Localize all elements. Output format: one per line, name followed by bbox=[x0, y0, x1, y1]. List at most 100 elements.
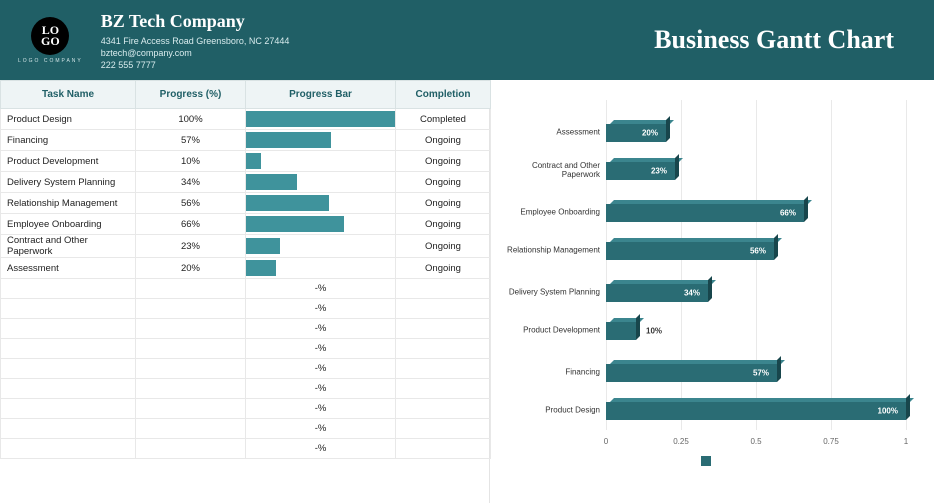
logo: LO GO LOGO COMPANY bbox=[18, 17, 83, 64]
cell-completion: Ongoing bbox=[396, 193, 491, 214]
logo-subtext: LOGO COMPANY bbox=[18, 58, 83, 64]
chart-bar: 57% bbox=[606, 364, 777, 382]
chart-row-label: Assessment bbox=[496, 129, 606, 138]
cell-progress-bar bbox=[246, 109, 396, 130]
cell-task: Delivery System Planning bbox=[1, 172, 136, 193]
cell-completion: Ongoing bbox=[396, 151, 491, 172]
table-row: Delivery System Planning34% Ongoing bbox=[1, 172, 491, 193]
table-row-empty: -% bbox=[1, 419, 491, 439]
cell-progress: 56% bbox=[136, 193, 246, 214]
cell-task: Product Design bbox=[1, 109, 136, 130]
table-row-empty: -% bbox=[1, 319, 491, 339]
table-row: Product Design100% Completed bbox=[1, 109, 491, 130]
chart-bar: 56% bbox=[606, 242, 774, 260]
task-table-panel: Task Name Progress (%) Progress Bar Comp… bbox=[0, 80, 490, 503]
cell-empty-bar: -% bbox=[246, 359, 396, 379]
cell-completion: Ongoing bbox=[396, 258, 491, 279]
tick-label: 0 bbox=[604, 437, 608, 446]
grid-line bbox=[906, 100, 907, 430]
cell-progress-bar bbox=[246, 214, 396, 235]
content: Task Name Progress (%) Progress Bar Comp… bbox=[0, 80, 934, 503]
table-row: Employee Onboarding66%Ongoing bbox=[1, 214, 491, 235]
chart-bar: 100% bbox=[606, 402, 906, 420]
chart-bar-value: 34% bbox=[684, 289, 700, 298]
col-progress: Progress (%) bbox=[136, 81, 246, 109]
chart-row-label: Product Development bbox=[496, 327, 606, 336]
cell-progress: 23% bbox=[136, 235, 246, 258]
cell-completion: Ongoing bbox=[396, 172, 491, 193]
cell-completion: Ongoing bbox=[396, 130, 491, 151]
cell-empty-bar: -% bbox=[246, 399, 396, 419]
chart-bar: 66% bbox=[606, 204, 804, 222]
chart-bar: 20% bbox=[606, 124, 666, 142]
chart-row-label: Product Design bbox=[496, 407, 606, 416]
cell-task: Product Development bbox=[1, 151, 136, 172]
cell-progress: 34% bbox=[136, 172, 246, 193]
chart-row: Financing57% bbox=[606, 360, 906, 386]
chart-row: Contract and Other Paperwork23% bbox=[606, 158, 906, 184]
chart-bar-value: 100% bbox=[878, 407, 898, 416]
table-row-empty: -% bbox=[1, 399, 491, 419]
chart-bar-value: 23% bbox=[651, 167, 667, 176]
cell-progress-bar bbox=[246, 130, 396, 151]
chart-row-label: Employee Onboarding bbox=[496, 209, 606, 218]
col-completion: Completion bbox=[396, 81, 491, 109]
cell-progress: 20% bbox=[136, 258, 246, 279]
cell-progress-bar bbox=[246, 151, 396, 172]
chart-row-label: Contract and Other Paperwork bbox=[496, 162, 606, 180]
cell-task: Financing bbox=[1, 130, 136, 151]
chart-panel: 00.250.50.751Assessment20%Contract and O… bbox=[490, 80, 934, 503]
cell-empty-bar: -% bbox=[246, 319, 396, 339]
chart-row: Assessment20% bbox=[606, 120, 906, 146]
chart-bar-value: 56% bbox=[750, 247, 766, 256]
table-row-empty: -% bbox=[1, 299, 491, 319]
header: LO GO LOGO COMPANY BZ Tech Company 4341 … bbox=[0, 0, 934, 80]
logo-icon: LO GO bbox=[31, 17, 69, 55]
table-row: Contract and Other Paperwork23% Ongoing bbox=[1, 235, 491, 258]
cell-progress: 100% bbox=[136, 109, 246, 130]
cell-task: Assessment bbox=[1, 258, 136, 279]
tick-label: 0.75 bbox=[823, 437, 839, 446]
table-row: Product Development10%Ongoing bbox=[1, 151, 491, 172]
cell-empty-bar: -% bbox=[246, 439, 396, 459]
tick-label: 1 bbox=[904, 437, 908, 446]
chart-row: Product Development10% bbox=[606, 318, 906, 344]
cell-progress-bar bbox=[246, 172, 396, 193]
cell-empty-bar: -% bbox=[246, 339, 396, 359]
col-progress-bar: Progress Bar bbox=[246, 81, 396, 109]
cell-progress-bar bbox=[246, 193, 396, 214]
cell-completion: Ongoing bbox=[396, 235, 491, 258]
chart-bar: 23% bbox=[606, 162, 675, 180]
cell-progress-bar bbox=[246, 235, 396, 258]
tick-label: 0.25 bbox=[673, 437, 689, 446]
task-table: Task Name Progress (%) Progress Bar Comp… bbox=[0, 80, 491, 459]
cell-completion: Completed bbox=[396, 109, 491, 130]
chart-bar: 34% bbox=[606, 284, 708, 302]
chart-row-label: Relationship Management bbox=[496, 247, 606, 256]
chart-bar-value: 57% bbox=[753, 369, 769, 378]
company-block: BZ Tech Company 4341 Fire Access Road Gr… bbox=[101, 9, 290, 72]
table-row-empty: -% bbox=[1, 359, 491, 379]
company-email: bztech@company.com bbox=[101, 47, 290, 59]
table-row: Assessment20% Ongoing bbox=[1, 258, 491, 279]
chart-bar-value: 66% bbox=[780, 209, 796, 218]
col-task-name: Task Name bbox=[1, 81, 136, 109]
chart-row: Product Design100% bbox=[606, 398, 906, 424]
company-phone: 222 555 7777 bbox=[101, 59, 290, 71]
chart-bar: 10% bbox=[606, 322, 636, 340]
chart-row-label: Financing bbox=[496, 369, 606, 378]
cell-progress-bar bbox=[246, 258, 396, 279]
table-row: Relationship Management56%Ongoing bbox=[1, 193, 491, 214]
cell-task: Contract and Other Paperwork bbox=[1, 235, 136, 258]
progress-chart: 00.250.50.751Assessment20%Contract and O… bbox=[606, 100, 906, 450]
table-row-empty: -% bbox=[1, 339, 491, 359]
cell-completion: Ongoing bbox=[396, 214, 491, 235]
cell-empty-bar: -% bbox=[246, 279, 396, 299]
chart-row-label: Delivery System Planning bbox=[496, 289, 606, 298]
table-row-empty: -% bbox=[1, 279, 491, 299]
chart-bar-value: 20% bbox=[642, 129, 658, 138]
company-name: BZ Tech Company bbox=[101, 9, 290, 33]
company-address: 4341 Fire Access Road Greensboro, NC 274… bbox=[101, 35, 290, 47]
table-row-empty: -% bbox=[1, 379, 491, 399]
chart-row: Delivery System Planning34% bbox=[606, 280, 906, 306]
